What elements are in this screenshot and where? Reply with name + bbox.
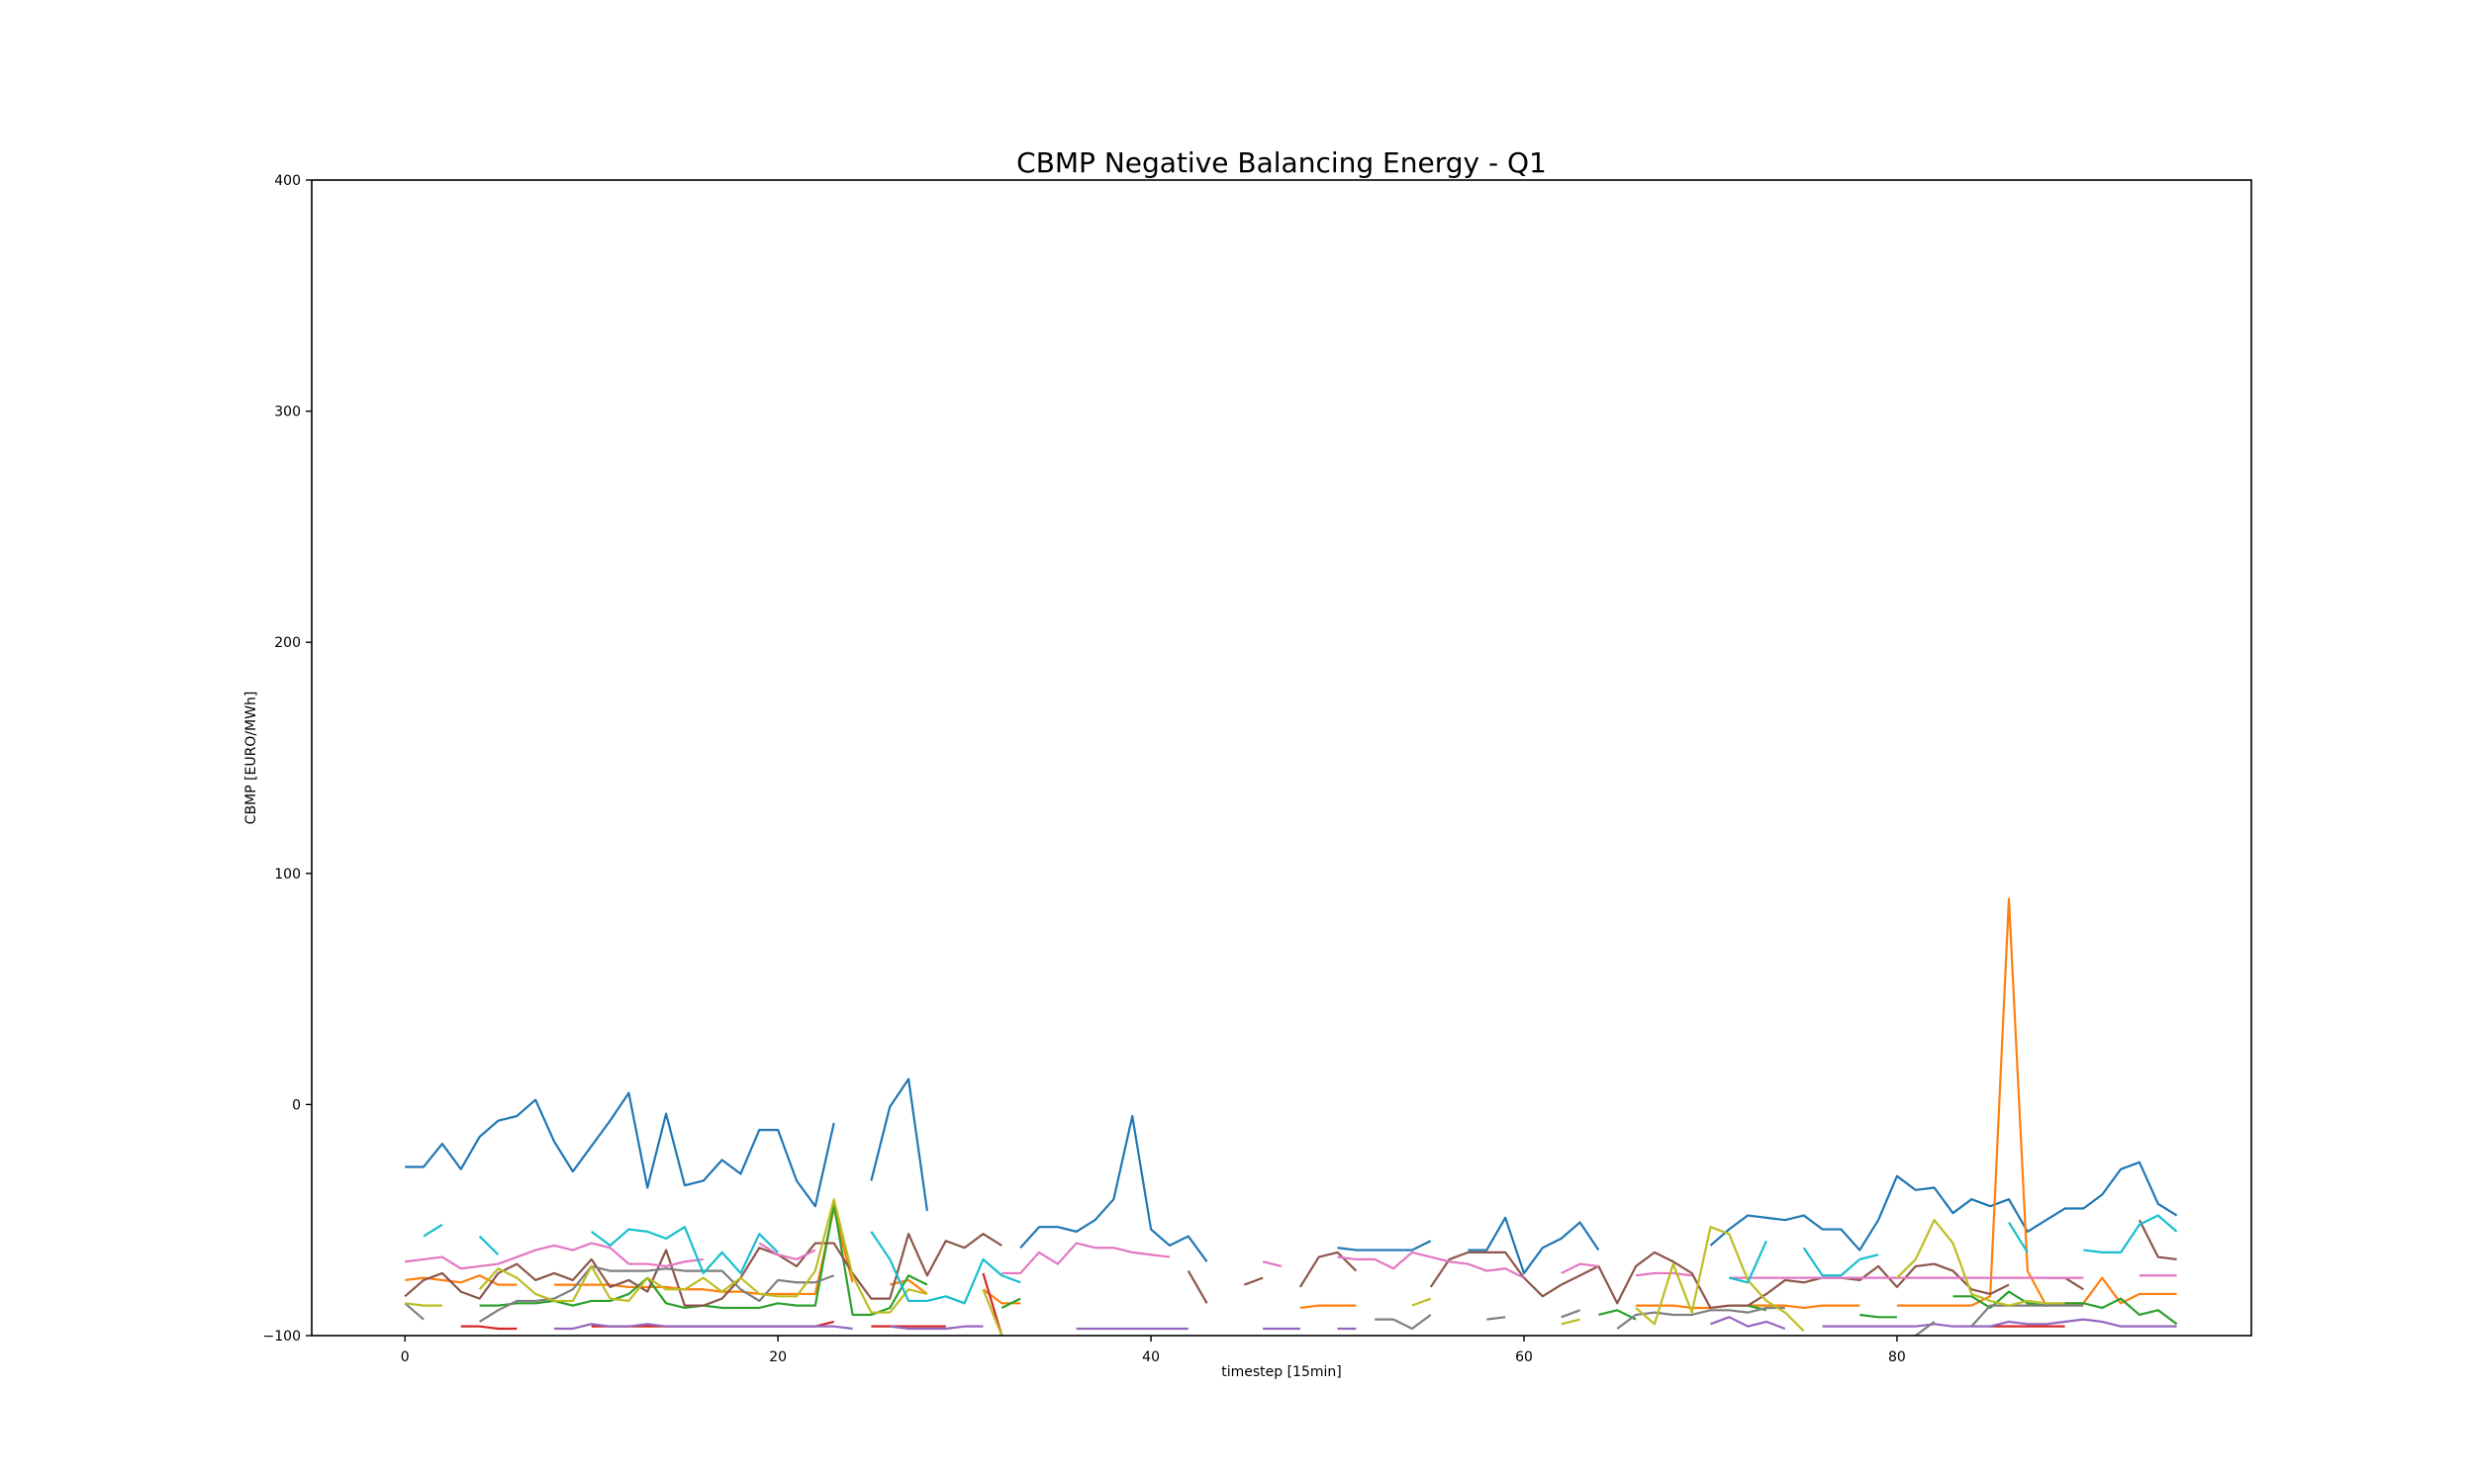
series-5-line-segment [554,1323,853,1331]
series-8-line-segment [1486,1316,1506,1321]
series-2-line-segment [1896,897,2177,1307]
series-10-line-segment [478,1235,500,1256]
y-tick-label: 200 [274,635,301,651]
series-1-line-segment [870,1077,929,1212]
series-8-line-segment [1561,1309,1580,1319]
series-10-line-segment [1729,1240,1768,1284]
y-tick-label: 400 [274,173,301,189]
series-3-line-segment [1859,1313,1897,1319]
x-tick-label: 40 [1142,1349,1160,1365]
series-8-line-segment [1915,1321,1936,1337]
y-axis: −100 0 100 200 300 400 [263,173,312,1345]
series-5-line-segment [1822,1318,2177,1328]
series-9-line-segment [982,1288,1003,1337]
series-10-line-segment [1802,1247,1879,1277]
series-9-line-segment [405,1302,442,1307]
series-3-line-segment [1598,1309,1637,1321]
series-7 [405,1242,2177,1279]
series-2-line-segment [554,1207,854,1296]
series-1-line-segment [1709,1160,2178,1252]
series-7-line-segment [1635,1271,1692,1277]
x-axis-label: timestep [15min] [1221,1364,1342,1380]
x-tick-label: 20 [769,1349,787,1365]
series-2-line-segment [1299,1304,1357,1310]
series-4-line-segment [460,1325,518,1331]
series-6-line-segment [1187,1270,1208,1304]
series-9-line-segment [1635,1226,1805,1333]
series-10-line-segment [423,1223,443,1238]
series-7-line-segment [1337,1251,1525,1279]
series-1-line-segment [1019,1114,1208,1262]
series-10-line-segment [2083,1214,2178,1254]
y-tick-label: 300 [274,405,301,420]
series-7-line-segment [1561,1262,1599,1274]
chart-title: CBMP Negative Balancing Energy - Q1 [1016,146,1547,179]
series-layer [404,897,2178,1337]
series-9-line-segment [1896,1219,2065,1307]
series-6-line-segment [1243,1276,1264,1286]
x-tick-label: 0 [401,1349,410,1365]
series-5 [554,1316,2177,1331]
series-9-line-segment [1411,1297,1432,1307]
series-3-line-segment [1952,1290,2178,1326]
series-7-line-segment [1001,1242,1171,1275]
series-2 [405,897,2177,1310]
x-tick-label: 60 [1515,1349,1533,1365]
series-6-line-segment [1298,1251,1358,1288]
series-3-line-segment [1000,1297,1021,1309]
series-8-line-segment [1375,1314,1432,1331]
series-10-line-segment [870,1231,1021,1305]
y-tick-label: 0 [292,1097,301,1113]
x-axis: 0 20 40 60 80 [401,1336,1906,1365]
series-1-line-segment [1468,1216,1600,1275]
series-1 [405,1077,2178,1275]
series-10-line-segment [2008,1221,2029,1253]
series-10-line-segment [591,1226,779,1275]
plot-area-frame [311,179,2252,1337]
series-8 [404,1264,2084,1337]
series-6 [404,1219,2177,1310]
series-8-line-segment [404,1302,425,1321]
series-9-line-segment [478,1198,928,1314]
series-5-line-segment [890,1325,984,1331]
series-6-line-segment [2046,1276,2084,1291]
series-10 [423,1214,2178,1305]
y-axis-label: CBMP [EURO/MWh] [243,692,259,825]
series-7-line-segment [758,1242,816,1261]
series-6-line-segment [2138,1219,2177,1261]
series-9-line-segment [1561,1318,1580,1326]
series-9 [405,1198,2065,1337]
series-6-line-segment [404,1233,1002,1307]
series-8-line-segment [479,1264,835,1323]
x-tick-label: 80 [1888,1349,1906,1365]
y-tick-label: 100 [274,867,301,882]
series-1-line-segment [405,1091,835,1208]
series-8-line-segment [1970,1304,2084,1328]
y-tick-label: −100 [263,1329,301,1345]
series-6-line-segment [1429,1251,2010,1310]
series-2-line-segment [405,1274,518,1286]
series-5-line-segment [1710,1316,1786,1331]
series-1-line-segment [1337,1240,1432,1252]
series-7-line-segment [405,1242,704,1270]
series-7-line-segment [1262,1260,1283,1267]
series-2-line-segment [889,1278,928,1295]
series-8-line-segment [1616,1306,1785,1330]
